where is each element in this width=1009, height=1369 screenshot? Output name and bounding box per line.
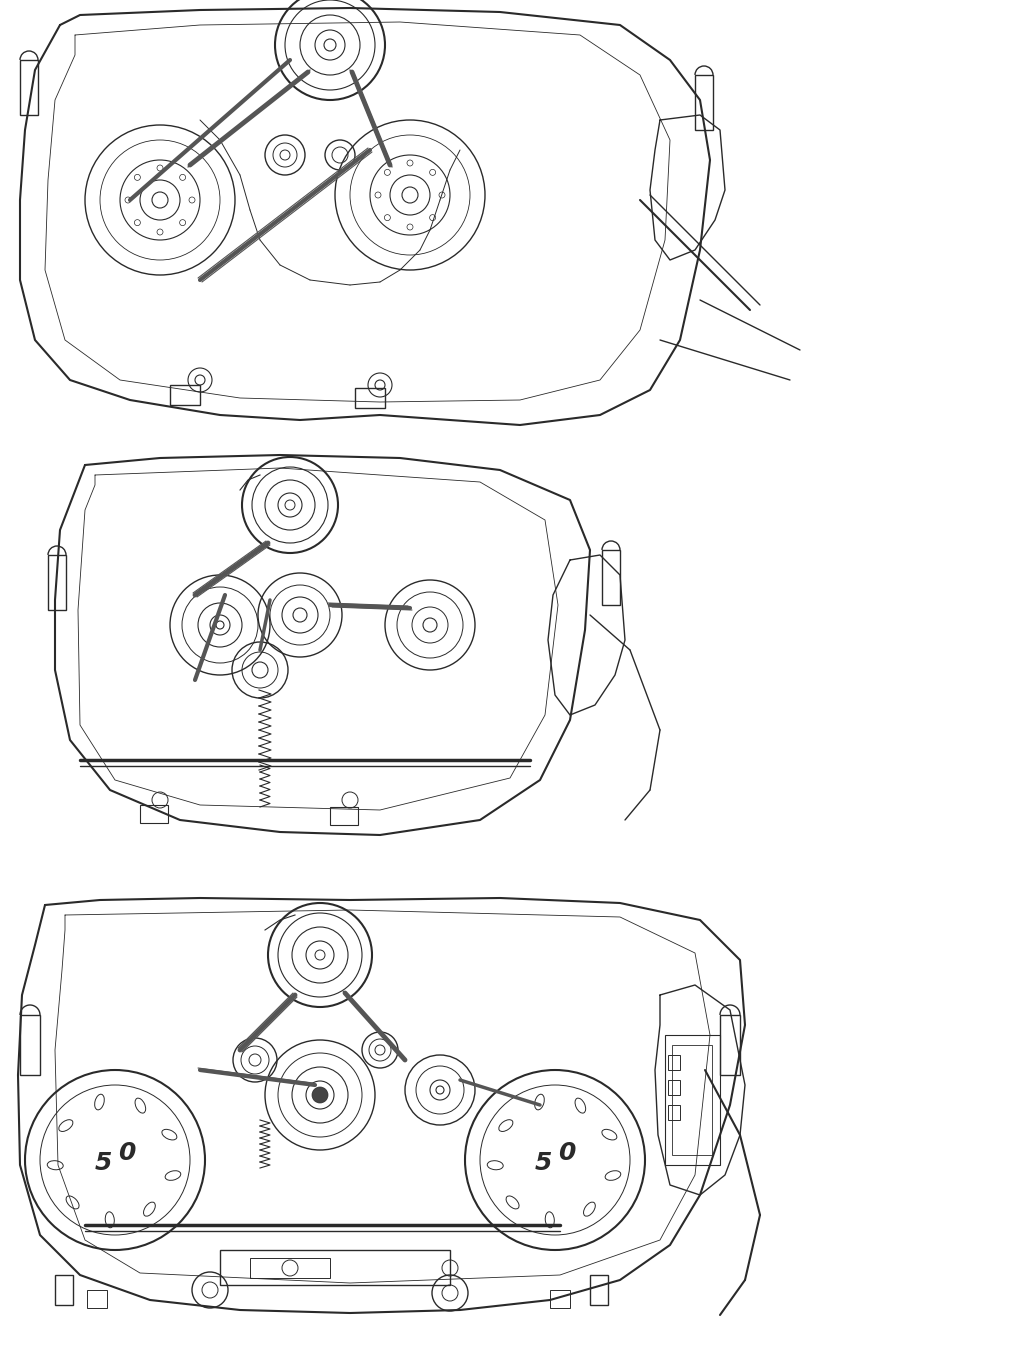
Text: 0: 0: [558, 1140, 575, 1165]
Bar: [668, 1080, 680, 1095]
Bar: [220, 1250, 450, 1285]
Text: 0: 0: [118, 1140, 135, 1165]
Bar: [665, 1035, 720, 1165]
Bar: [250, 1258, 330, 1279]
Bar: [330, 806, 358, 826]
Text: 5: 5: [95, 1151, 112, 1175]
Bar: [602, 550, 620, 605]
Circle shape: [312, 1087, 328, 1103]
Bar: [140, 805, 169, 823]
Bar: [55, 1275, 73, 1305]
Text: 5: 5: [535, 1151, 552, 1175]
Bar: [668, 1055, 680, 1071]
Bar: [668, 1105, 680, 1120]
Bar: [355, 387, 385, 408]
Bar: [170, 385, 200, 405]
Bar: [20, 1014, 40, 1075]
Bar: [20, 60, 38, 115]
Bar: [672, 1045, 712, 1155]
Bar: [695, 75, 713, 130]
Bar: [87, 1290, 107, 1307]
Bar: [720, 1014, 740, 1075]
Bar: [48, 554, 66, 611]
Bar: [550, 1290, 570, 1307]
Bar: [590, 1275, 608, 1305]
